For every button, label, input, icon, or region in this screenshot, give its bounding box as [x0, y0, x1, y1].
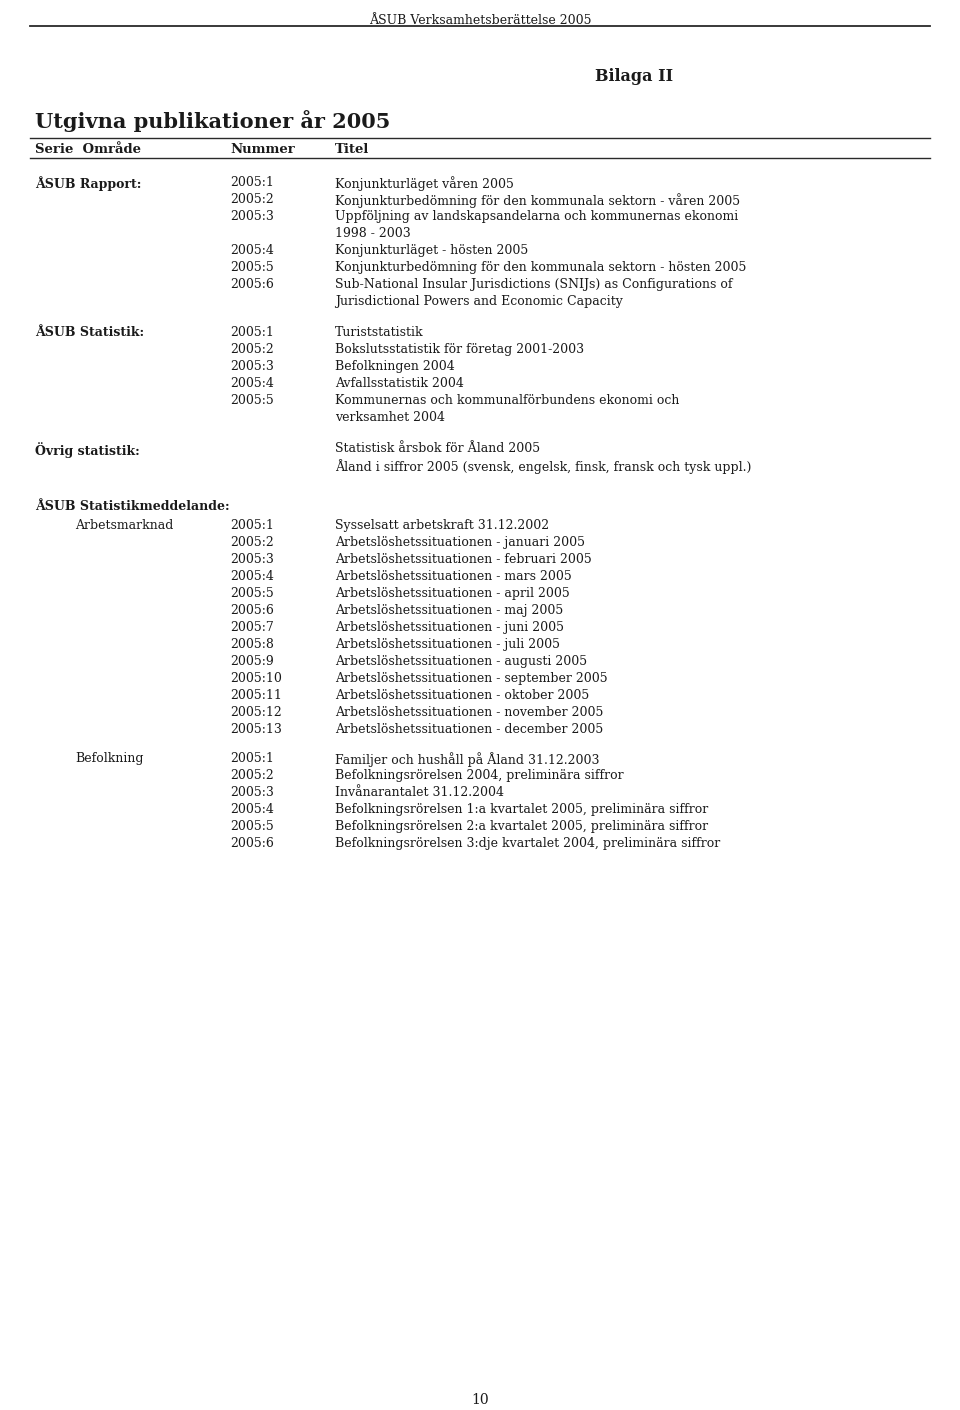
Text: Familjer och hushåll på Åland 31.12.2003: Familjer och hushåll på Åland 31.12.2003	[335, 752, 599, 767]
Text: 2005:2: 2005:2	[230, 193, 274, 206]
Text: 2005:8: 2005:8	[230, 637, 274, 651]
Text: 2005:2: 2005:2	[230, 768, 274, 783]
Text: Befolkning: Befolkning	[75, 752, 143, 766]
Text: Bokslutsstatistik för företag 2001-2003: Bokslutsstatistik för företag 2001-2003	[335, 343, 584, 355]
Text: 2005:10: 2005:10	[230, 673, 282, 685]
Text: Titel: Titel	[335, 142, 370, 157]
Text: Arbetslöshetssituationen - maj 2005: Arbetslöshetssituationen - maj 2005	[335, 603, 564, 618]
Text: Arbetslöshetssituationen - oktober 2005: Arbetslöshetssituationen - oktober 2005	[335, 689, 589, 702]
Text: Sub-National Insular Jurisdictions (SNIJs) as Configurations of: Sub-National Insular Jurisdictions (SNIJ…	[335, 278, 732, 290]
Text: 2005:1: 2005:1	[230, 176, 274, 189]
Text: Konjunkturbedömning för den kommunala sektorn - våren 2005: Konjunkturbedömning för den kommunala se…	[335, 193, 740, 207]
Text: 2005:6: 2005:6	[230, 603, 274, 618]
Text: 2005:4: 2005:4	[230, 570, 274, 582]
Text: Övrig statistik:: Övrig statistik:	[35, 441, 140, 458]
Text: Arbetslöshetssituationen - april 2005: Arbetslöshetssituationen - april 2005	[335, 587, 569, 601]
Text: Befolkningen 2004: Befolkningen 2004	[335, 360, 455, 374]
Text: verksamhet 2004: verksamhet 2004	[335, 410, 445, 424]
Text: Arbetsmarknad: Arbetsmarknad	[75, 519, 174, 532]
Text: Arbetslöshetssituationen - augusti 2005: Arbetslöshetssituationen - augusti 2005	[335, 656, 588, 668]
Text: Nummer: Nummer	[230, 142, 295, 157]
Text: Bilaga II: Bilaga II	[595, 68, 673, 85]
Text: Befolkningsrörelsen 2:a kvartalet 2005, preliminära siffror: Befolkningsrörelsen 2:a kvartalet 2005, …	[335, 821, 708, 833]
Text: Arbetslöshetssituationen - november 2005: Arbetslöshetssituationen - november 2005	[335, 706, 604, 719]
Text: 2005:6: 2005:6	[230, 838, 274, 850]
Text: 2005:5: 2005:5	[230, 821, 274, 833]
Text: Invånarantalet 31.12.2004: Invånarantalet 31.12.2004	[335, 785, 504, 799]
Text: Statistisk årsbok för Åland 2005: Statistisk årsbok för Åland 2005	[335, 441, 540, 455]
Text: Arbetslöshetssituationen - mars 2005: Arbetslöshetssituationen - mars 2005	[335, 570, 572, 582]
Text: 2005:13: 2005:13	[230, 723, 282, 736]
Text: Befolkningsrörelsen 3:dje kvartalet 2004, preliminära siffror: Befolkningsrörelsen 3:dje kvartalet 2004…	[335, 838, 720, 850]
Text: Konjunkturbedömning för den kommunala sektorn - hösten 2005: Konjunkturbedömning för den kommunala se…	[335, 261, 746, 274]
Text: 2005:3: 2005:3	[230, 360, 274, 374]
Text: 2005:4: 2005:4	[230, 376, 274, 391]
Text: 2005:1: 2005:1	[230, 326, 274, 338]
Text: 2005:5: 2005:5	[230, 587, 274, 601]
Text: Sysselsatt arbetskraft 31.12.2002: Sysselsatt arbetskraft 31.12.2002	[335, 519, 549, 532]
Text: Arbetslöshetssituationen - juli 2005: Arbetslöshetssituationen - juli 2005	[335, 637, 560, 651]
Text: ÅSUB Statistik:: ÅSUB Statistik:	[35, 326, 144, 338]
Text: 2005:1: 2005:1	[230, 519, 274, 532]
Text: 2005:3: 2005:3	[230, 785, 274, 799]
Text: 2005:2: 2005:2	[230, 343, 274, 355]
Text: 2005:1: 2005:1	[230, 752, 274, 766]
Text: 2005:4: 2005:4	[230, 804, 274, 816]
Text: 2005:2: 2005:2	[230, 536, 274, 548]
Text: 2005:3: 2005:3	[230, 553, 274, 565]
Text: Jurisdictional Powers and Economic Capacity: Jurisdictional Powers and Economic Capac…	[335, 295, 623, 307]
Text: 2005:3: 2005:3	[230, 210, 274, 223]
Text: Konjunkturläget - hösten 2005: Konjunkturläget - hösten 2005	[335, 244, 528, 257]
Text: 2005:12: 2005:12	[230, 706, 281, 719]
Text: Uppföljning av landskapsandelarna och kommunernas ekonomi: Uppföljning av landskapsandelarna och ko…	[335, 210, 738, 223]
Text: ÅSUB Verksamhetsberättelse 2005: ÅSUB Verksamhetsberättelse 2005	[369, 14, 591, 27]
Text: 2005:5: 2005:5	[230, 393, 274, 407]
Text: ÅSUB Rapport:: ÅSUB Rapport:	[35, 176, 141, 190]
Text: Serie  Område: Serie Område	[35, 142, 141, 157]
Text: Befolkningsrörelsen 1:a kvartalet 2005, preliminära siffror: Befolkningsrörelsen 1:a kvartalet 2005, …	[335, 804, 708, 816]
Text: ÅSUB Statistikmeddelande:: ÅSUB Statistikmeddelande:	[35, 501, 229, 513]
Text: Befolkningsrörelsen 2004, preliminära siffror: Befolkningsrörelsen 2004, preliminära si…	[335, 768, 624, 783]
Text: Arbetslöshetssituationen - september 2005: Arbetslöshetssituationen - september 200…	[335, 673, 608, 685]
Text: Konjunkturläget våren 2005: Konjunkturläget våren 2005	[335, 176, 514, 190]
Text: 10: 10	[471, 1393, 489, 1407]
Text: Arbetslöshetssituationen - juni 2005: Arbetslöshetssituationen - juni 2005	[335, 620, 564, 634]
Text: Arbetslöshetssituationen - februari 2005: Arbetslöshetssituationen - februari 2005	[335, 553, 591, 565]
Text: 1998 - 2003: 1998 - 2003	[335, 227, 411, 240]
Text: 2005:6: 2005:6	[230, 278, 274, 290]
Text: 2005:7: 2005:7	[230, 620, 274, 634]
Text: 2005:4: 2005:4	[230, 244, 274, 257]
Text: 2005:9: 2005:9	[230, 656, 274, 668]
Text: Arbetslöshetssituationen - januari 2005: Arbetslöshetssituationen - januari 2005	[335, 536, 585, 548]
Text: Åland i siffror 2005 (svensk, engelsk, finsk, fransk och tysk uppl.): Åland i siffror 2005 (svensk, engelsk, f…	[335, 460, 752, 474]
Text: Arbetslöshetssituationen - december 2005: Arbetslöshetssituationen - december 2005	[335, 723, 603, 736]
Text: 2005:5: 2005:5	[230, 261, 274, 274]
Text: Utgivna publikationer år 2005: Utgivna publikationer år 2005	[35, 110, 391, 133]
Text: Kommunernas och kommunalförbundens ekonomi och: Kommunernas och kommunalförbundens ekono…	[335, 393, 680, 407]
Text: Avfallsstatistik 2004: Avfallsstatistik 2004	[335, 376, 464, 391]
Text: 2005:11: 2005:11	[230, 689, 282, 702]
Text: Turiststatistik: Turiststatistik	[335, 326, 423, 338]
